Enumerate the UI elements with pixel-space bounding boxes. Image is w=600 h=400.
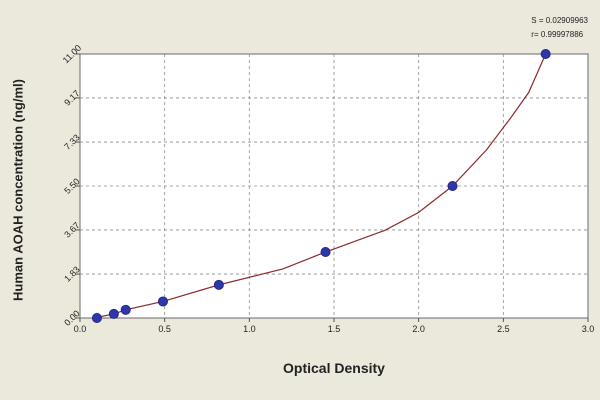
- y-tick-label: 9.17: [62, 88, 81, 107]
- y-axis-label: Human AOAH concentration (ng/ml): [10, 79, 26, 301]
- x-tick-label: 0.5: [158, 324, 171, 334]
- y-tick-label: 7.33: [62, 132, 81, 151]
- x-tick-label: 0.0: [74, 324, 87, 334]
- fitted-curve-line: [93, 53, 547, 319]
- data-point: [320, 246, 331, 257]
- data-point: [447, 180, 458, 191]
- data-point: [108, 308, 119, 319]
- data-point: [91, 312, 102, 323]
- data-point: [540, 49, 551, 60]
- x-tick-label: 1.0: [243, 324, 256, 334]
- data-points: [91, 49, 551, 323]
- data-point: [213, 279, 224, 290]
- x-tick-label: 1.5: [328, 324, 341, 334]
- fit-statistics: S = 0.02909963 r= 0.99997886: [531, 14, 588, 42]
- y-tick-label: 1.83: [62, 264, 81, 283]
- fit-stat-s: S = 0.02909963: [531, 16, 588, 25]
- y-tick-label: 5.50: [62, 176, 81, 195]
- grid-lines: [80, 54, 588, 318]
- x-axis-label: Optical Density: [283, 360, 385, 376]
- x-tick-label: 2.5: [497, 324, 510, 334]
- data-point: [157, 296, 168, 307]
- x-tick-label: 2.0: [412, 324, 425, 334]
- fit-stat-r: r= 0.99997886: [531, 30, 584, 39]
- x-tick-label: 3.0: [582, 324, 595, 334]
- fitted-curve: [93, 53, 547, 319]
- y-tick-label: 3.67: [62, 220, 81, 239]
- data-point: [120, 304, 131, 315]
